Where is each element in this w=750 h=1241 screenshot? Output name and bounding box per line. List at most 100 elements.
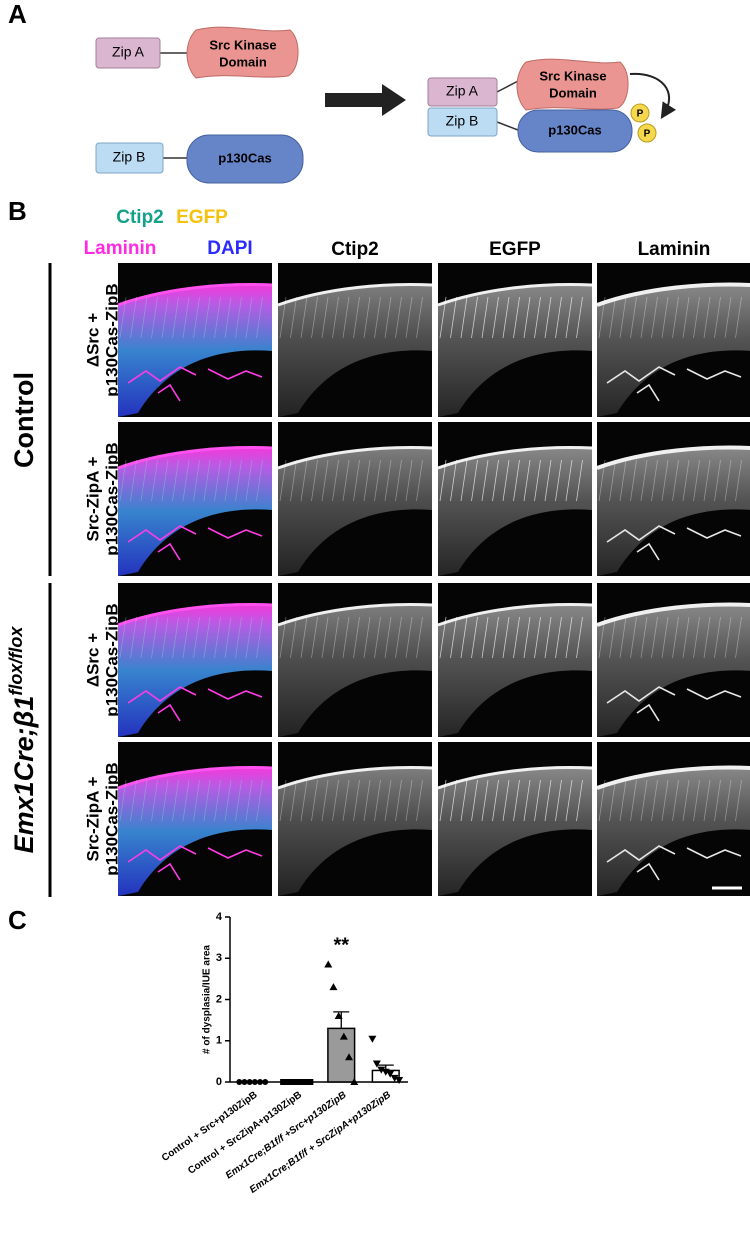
tissue: [597, 767, 750, 896]
fiber: [703, 296, 711, 339]
fiber: [172, 779, 179, 822]
fiber: [321, 296, 329, 339]
tissue: [597, 604, 750, 737]
fiber: [384, 296, 392, 339]
fiber: [619, 296, 627, 339]
fiber: [693, 616, 700, 659]
fiber: [651, 459, 658, 502]
fiber: [439, 779, 447, 822]
tissue: [438, 447, 592, 576]
p130-box: [517, 109, 633, 153]
fiber: [481, 459, 489, 502]
data-point: [390, 1074, 399, 1082]
fiber: [492, 459, 499, 502]
fiber: [555, 296, 562, 339]
fiber: [279, 296, 287, 339]
fiber: [256, 296, 263, 339]
fiber: [363, 296, 371, 339]
fiber: [450, 616, 457, 659]
fiber: [353, 459, 360, 502]
fiber: [203, 296, 211, 339]
data-point: [329, 983, 338, 991]
fiber: [332, 779, 339, 822]
data-point: [307, 1079, 314, 1085]
fiber: [224, 616, 232, 659]
fiber: [609, 616, 616, 659]
fiber: [363, 459, 371, 502]
vessels: [606, 525, 742, 561]
fiber: [321, 616, 329, 659]
zip-a-box: [427, 77, 498, 107]
fiber: [245, 779, 253, 822]
fiber: [672, 296, 679, 339]
fiber: [203, 616, 211, 659]
fiber: [130, 616, 137, 659]
group-label: Emx1Cre;β1flox/flox: [6, 626, 39, 854]
fiber: [151, 616, 158, 659]
tissue: [118, 767, 272, 896]
fiber: [172, 616, 179, 659]
row-label: p130Cas-ZipB: [102, 603, 121, 716]
tissue: [278, 767, 432, 896]
data-point: [381, 1068, 390, 1076]
y-tick-label: 4: [216, 911, 223, 923]
fiber: [140, 779, 148, 822]
fiber: [534, 779, 541, 822]
fiber: [661, 459, 669, 502]
tissue: [438, 767, 592, 896]
fiber: [405, 779, 413, 822]
fiber: [374, 616, 381, 659]
micrograph: [117, 742, 273, 896]
fiber: [714, 779, 721, 822]
pial-edge: [437, 283, 593, 307]
fiber: [416, 459, 423, 502]
fiber: [151, 779, 158, 822]
data-point: [303, 1079, 310, 1085]
fiber: [724, 616, 732, 659]
fiber: [235, 459, 242, 502]
y-tick-label: 0: [216, 1076, 222, 1088]
fiber: [523, 296, 531, 339]
fiber: [502, 616, 510, 659]
data-point: [324, 960, 333, 968]
fiber: [534, 296, 541, 339]
fiber: [405, 616, 413, 659]
pial-edge: [117, 446, 273, 470]
vessels: [606, 366, 742, 402]
p130-box: [186, 134, 304, 184]
fiber: [471, 779, 478, 822]
fiber: [311, 616, 318, 659]
fiber: [502, 779, 510, 822]
pial-edge: [596, 765, 750, 790]
row-label: ΔSrc +: [83, 313, 102, 367]
vessels: [127, 845, 263, 881]
curved-arrow: [629, 72, 677, 120]
fiber: [513, 296, 520, 339]
fiber: [193, 296, 200, 339]
panel-label: C: [8, 905, 27, 935]
fiber: [576, 296, 583, 339]
legend-label: EGFP: [176, 207, 228, 228]
tissue: [438, 284, 592, 417]
fiber: [140, 296, 148, 339]
fiber: [290, 296, 297, 339]
fiber: [724, 779, 732, 822]
fiber: [279, 616, 287, 659]
row-label: p130Cas-ZipB: [102, 762, 121, 875]
micrograph: [117, 263, 273, 417]
fiber: [235, 779, 242, 822]
fiber: [374, 459, 381, 502]
fiber: [735, 616, 742, 659]
pial-edge: [437, 446, 593, 470]
fiber: [703, 616, 711, 659]
phospho-circle: [637, 123, 657, 143]
vessels: [127, 366, 263, 402]
zip-a: Zip A: [112, 44, 145, 60]
zip-b: Zip B: [446, 113, 479, 129]
fiber: [439, 296, 447, 339]
data-point: [246, 1079, 253, 1085]
row-label: p130Cas-ZipB: [102, 283, 121, 396]
fiber: [598, 459, 606, 502]
